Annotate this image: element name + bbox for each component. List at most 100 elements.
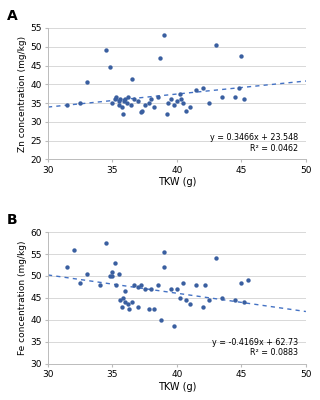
Point — [78, 279, 83, 286]
Point — [207, 100, 212, 106]
Point — [183, 108, 188, 114]
Point — [178, 96, 183, 102]
Point — [120, 111, 125, 118]
Point — [84, 270, 89, 277]
Point — [119, 304, 124, 310]
Point — [174, 286, 180, 292]
Point — [122, 98, 127, 104]
Point — [132, 282, 137, 288]
Point — [159, 316, 164, 323]
Point — [125, 301, 131, 308]
Point — [207, 297, 212, 303]
Point — [110, 273, 115, 279]
Text: A: A — [7, 9, 18, 23]
Point — [194, 282, 199, 288]
Point — [155, 282, 160, 288]
Point — [165, 100, 171, 106]
Point — [138, 109, 143, 116]
Point — [123, 288, 128, 294]
Point — [142, 286, 147, 292]
Point — [103, 47, 108, 54]
Point — [162, 249, 167, 255]
Point — [187, 301, 192, 308]
Point — [123, 96, 128, 102]
Point — [124, 100, 129, 106]
Point — [107, 64, 112, 70]
Point — [146, 100, 151, 106]
Point — [172, 323, 177, 330]
Point — [140, 108, 145, 114]
Point — [187, 104, 192, 110]
Y-axis label: Fe concentration (mg/kg): Fe concentration (mg/kg) — [19, 241, 28, 355]
Point — [200, 85, 205, 91]
Point — [84, 79, 89, 86]
Point — [132, 96, 137, 102]
Point — [183, 297, 188, 303]
Point — [155, 94, 160, 101]
Point — [107, 273, 112, 279]
Point — [168, 286, 173, 292]
X-axis label: TKW (g): TKW (g) — [158, 178, 196, 188]
Point — [65, 102, 70, 108]
Point — [116, 102, 122, 108]
Point — [213, 255, 218, 262]
Point — [236, 85, 241, 91]
Point — [116, 98, 122, 104]
Point — [245, 277, 251, 284]
Point — [128, 102, 133, 108]
Point — [220, 295, 225, 301]
Point — [110, 100, 115, 106]
Point — [162, 264, 167, 270]
Point — [232, 297, 237, 303]
Point — [120, 295, 125, 301]
Point — [113, 260, 118, 266]
Point — [242, 299, 247, 306]
Point — [118, 96, 123, 102]
Point — [146, 306, 151, 312]
Point — [116, 270, 122, 277]
Point — [136, 304, 141, 310]
Point — [232, 94, 237, 101]
Point — [97, 282, 102, 288]
Point — [168, 96, 173, 102]
Point — [151, 104, 156, 110]
Point — [125, 94, 131, 101]
Point — [151, 306, 156, 312]
Text: y = 0.3466x + 23.548: y = 0.3466x + 23.548 — [210, 133, 298, 142]
Point — [148, 96, 154, 102]
Point — [194, 87, 199, 93]
Point — [220, 94, 225, 101]
Point — [158, 55, 163, 61]
Point — [114, 94, 119, 101]
Point — [127, 306, 132, 312]
Point — [177, 90, 182, 97]
Point — [213, 42, 218, 48]
Text: B: B — [7, 213, 17, 227]
Point — [138, 282, 143, 288]
Point — [162, 32, 167, 39]
Point — [200, 304, 205, 310]
Point — [148, 286, 154, 292]
Point — [239, 53, 244, 59]
Text: R² = 0.0883: R² = 0.0883 — [250, 348, 298, 357]
Point — [118, 297, 123, 303]
Point — [123, 299, 128, 306]
Point — [181, 100, 186, 106]
Point — [110, 268, 115, 275]
Text: R² = 0.0462: R² = 0.0462 — [250, 144, 298, 153]
Point — [177, 295, 182, 301]
Point — [239, 279, 244, 286]
Point — [174, 98, 180, 104]
Point — [71, 246, 76, 253]
Point — [114, 282, 119, 288]
Point — [129, 76, 134, 82]
Point — [172, 102, 177, 108]
Point — [119, 104, 124, 110]
Point — [129, 299, 134, 306]
Point — [203, 282, 208, 288]
Point — [164, 111, 169, 118]
Point — [65, 264, 70, 270]
Point — [181, 279, 186, 286]
X-axis label: TKW (g): TKW (g) — [158, 382, 196, 392]
Point — [136, 284, 141, 290]
